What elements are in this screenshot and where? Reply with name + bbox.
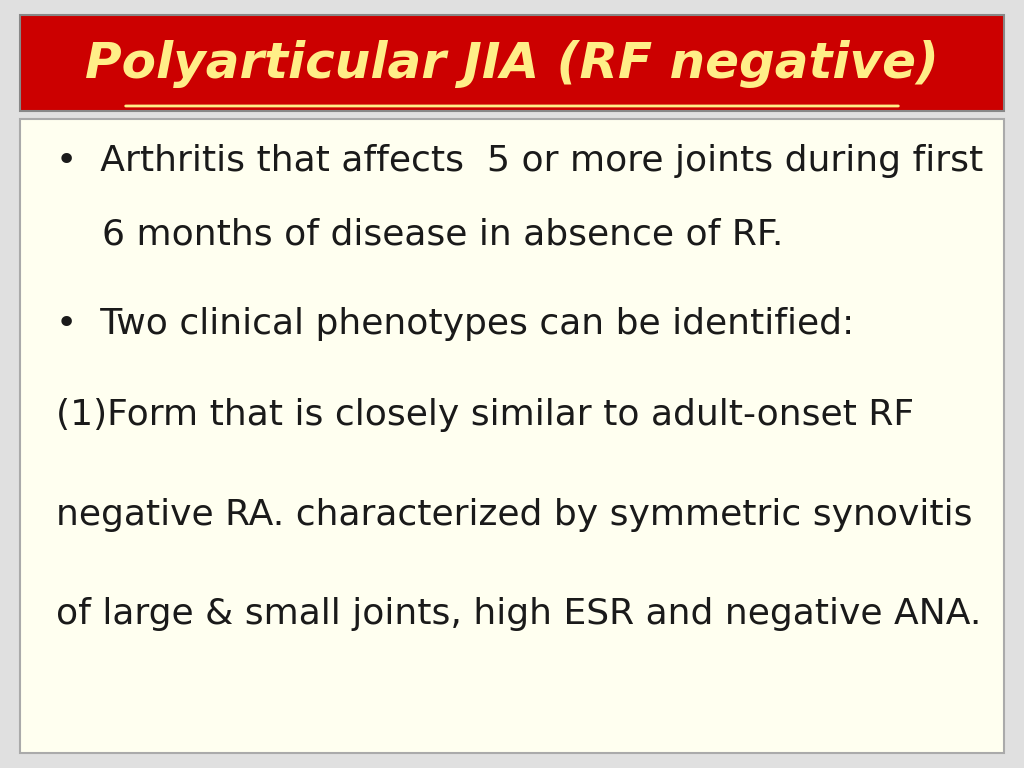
Text: (1)Form that is closely similar to adult-onset RF: (1)Form that is closely similar to adult… [56, 398, 914, 432]
Text: •  Arthritis that affects  5 or more joints during first: • Arthritis that affects 5 or more joint… [56, 144, 984, 178]
Text: •  Two clinical phenotypes can be identified:: • Two clinical phenotypes can be identif… [56, 307, 855, 341]
Text: negative RA. characterized by symmetric synovitis: negative RA. characterized by symmetric … [56, 498, 973, 531]
FancyBboxPatch shape [20, 119, 1004, 753]
Text: 6 months of disease in absence of RF.: 6 months of disease in absence of RF. [56, 217, 783, 251]
Text: of large & small joints, high ESR and negative ANA.: of large & small joints, high ESR and ne… [56, 598, 982, 631]
FancyBboxPatch shape [20, 15, 1004, 111]
Text: Polyarticular JIA (RF negative): Polyarticular JIA (RF negative) [85, 40, 939, 88]
